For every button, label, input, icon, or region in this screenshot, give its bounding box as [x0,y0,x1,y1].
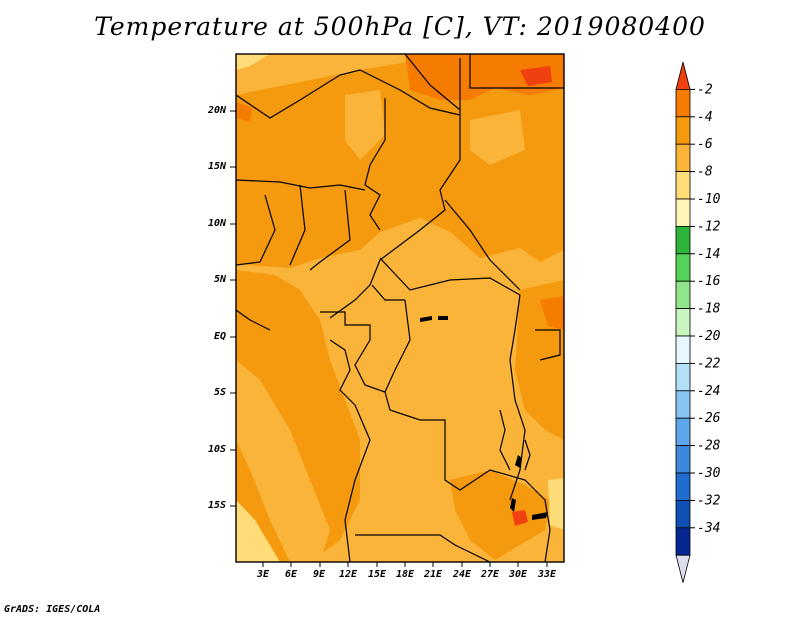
chart-title: Temperature at 500hPa [C], VT: 201908040… [94,12,706,41]
colorbar-label: -16 [697,274,721,289]
colorbar-label: -6 [697,137,713,152]
colorbar-label: -14 [697,247,720,262]
colorbar-bottom-triangle [675,554,691,583]
colorbar-top-triangle [675,61,691,90]
colorbar-label: -2 [697,82,713,97]
colorbar-label: -24 [697,384,720,399]
colorbar-label: -4 [697,110,713,125]
colorbar-swatch [675,198,691,227]
colorbar-swatch [675,390,691,419]
lon-ticks [262,562,548,567]
colorbar-label: -30 [697,466,721,481]
colorbar-swatch [675,445,691,474]
colorbar-swatch [675,417,691,447]
lon-label-33e: 33E [538,569,557,580]
colorbar-swatch [675,143,691,172]
colorbar-label: -32 [697,493,721,508]
lon-label-18e: 18E [396,569,415,580]
lat-label-20n: 20N [208,105,227,116]
colorbar-swatch [675,280,691,310]
colorbar-swatch [675,253,691,282]
colorbar-swatch [675,335,691,364]
lat-label-10n: 10N [208,218,227,229]
lat-label-5s: 5S [214,387,227,398]
colorbar-label: -8 [697,165,713,180]
lon-label-9e: 9E [313,569,326,580]
colorbar-swatch [675,89,691,118]
lon-label-3e: 3E [257,569,270,580]
grads-credit: GrADS: IGES/COLA [4,604,101,615]
colorbar-label: -22 [697,356,721,371]
lon-label-21e: 21E [424,569,443,580]
lat-label-15s: 15S [208,500,227,511]
lon-label-15e: 15E [368,569,387,580]
country-borders [236,54,564,562]
temperature-field [236,54,564,562]
colorbar-swatch [675,527,691,556]
lon-label-6e: 6E [285,569,298,580]
lon-label-12e: 12E [339,569,358,580]
lat-label-eq: EQ [214,331,227,342]
colorbar-swatch [675,499,691,529]
lat-label-15n: 15N [208,161,227,172]
lon-label-24e: 24E [453,569,472,580]
colorbar-label: -12 [697,219,721,234]
colorbar-swatch [675,362,691,392]
map-frame [235,53,565,563]
lakes [420,316,548,520]
colorbar-swatch [675,472,691,501]
colorbar-label: -26 [697,411,721,426]
colorbar-label: -34 [697,521,720,536]
colorbar-swatch [675,171,691,200]
lat-label-5n: 5N [214,274,227,285]
colorbar-swatch [675,308,691,337]
lat-label-10s: 10S [208,444,227,455]
colorbar: -2 -4 -6 -8 -10 -12 -14 -16 -18 -20 -22 -24 -26 -28 -3… [675,61,721,583]
colorbar-label: -18 [697,302,721,317]
colorbar-swatch [675,225,691,255]
lat-ticks [230,110,236,507]
colorbar-swatch [675,116,691,145]
colorbar-label: -28 [697,439,721,454]
colorbar-label: -20 [697,329,721,344]
lon-label-30e: 30E [509,569,528,580]
lon-label-27e: 27E [481,569,500,580]
colorbar-label: -10 [697,192,721,207]
